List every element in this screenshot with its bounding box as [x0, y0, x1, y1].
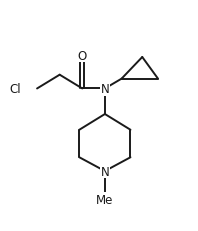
Text: N: N [101, 83, 109, 96]
Text: N: N [101, 165, 109, 178]
Text: Cl: Cl [10, 83, 21, 96]
Text: Me: Me [96, 193, 114, 206]
Text: O: O [78, 49, 87, 62]
